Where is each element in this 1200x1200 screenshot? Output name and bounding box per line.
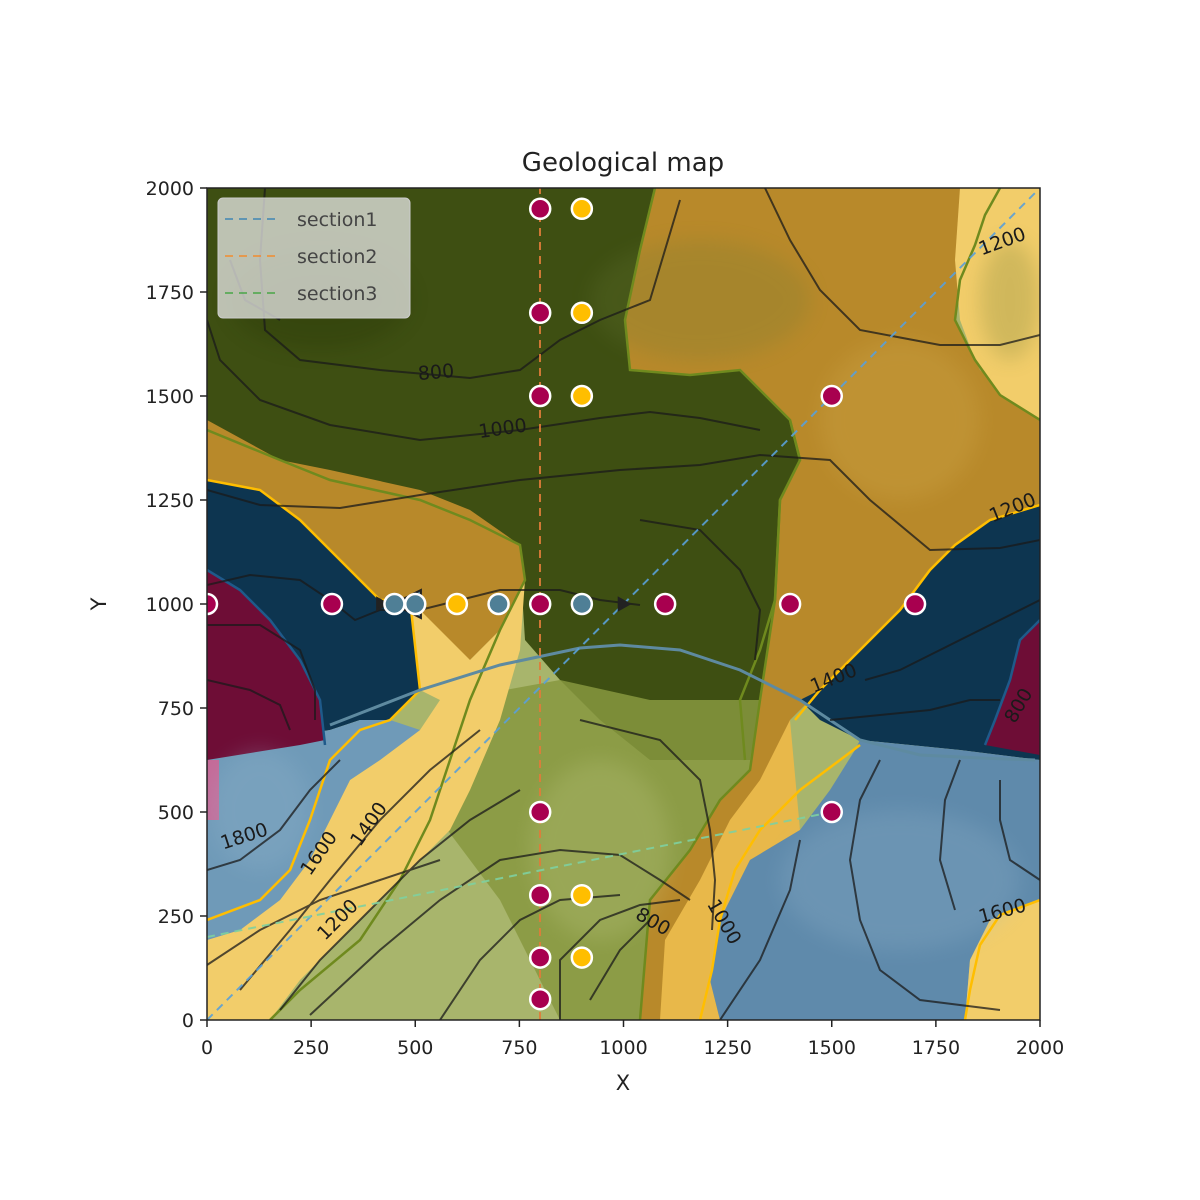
y-tick-label: 1000 — [146, 594, 194, 616]
interface-point — [570, 946, 594, 969]
interface-point — [903, 592, 927, 616]
topography-contours — [207, 188, 1040, 1020]
unit-boundaries — [207, 188, 1040, 1020]
interface-point — [570, 384, 594, 408]
interface-points — [207, 197, 927, 1011]
legend-label-section3: section3 — [297, 283, 378, 305]
x-tick-label: 1250 — [703, 1037, 751, 1059]
x-tick-label: 0 — [201, 1037, 213, 1059]
fault-line — [329, 643, 1036, 762]
unit-gold-bottom-right — [965, 900, 1040, 1020]
contour-line — [829, 699, 1000, 721]
contour-line — [999, 780, 1040, 881]
interface-point — [207, 592, 219, 616]
boundary-gold-right-low — [698, 744, 861, 1020]
unit-magenta-right — [985, 620, 1040, 755]
contour-line — [639, 519, 762, 661]
y-tick-label: 2000 — [146, 178, 194, 200]
interface-point — [570, 301, 594, 325]
x-tick-label: 750 — [501, 1037, 537, 1059]
interface-point — [570, 883, 594, 907]
legend: section1 section2 section3 — [217, 197, 411, 319]
y-tick-label: 1250 — [146, 490, 194, 512]
contour-label: 800 — [417, 360, 455, 385]
interface-point — [570, 197, 594, 221]
unit-magenta-left — [207, 570, 325, 760]
interface-point — [528, 800, 552, 824]
interface-point — [404, 592, 427, 616]
boundary-gold-bottom-right — [963, 898, 1040, 1020]
interface-point — [778, 592, 802, 616]
boundary-gold-right — [794, 503, 1040, 721]
contour-line — [589, 919, 651, 1001]
legend-box — [217, 197, 411, 319]
contour-line — [207, 759, 341, 871]
interface-point — [445, 592, 469, 616]
contour-line — [848, 759, 1001, 1011]
interface-point — [528, 384, 552, 408]
interface-point — [320, 592, 344, 616]
interface-point — [528, 987, 552, 1011]
contour-line — [309, 848, 691, 1016]
y-tick-label: 500 — [158, 802, 194, 824]
y-tick-label: 0 — [182, 1010, 194, 1032]
unit-gold-left — [207, 580, 525, 1020]
contour-line — [559, 899, 681, 1020]
boundary-navy-right — [983, 619, 1040, 746]
contour-line — [764, 188, 1040, 346]
contour-line — [207, 453, 1040, 552]
interface-point — [528, 197, 552, 221]
x-tick-label: 1500 — [808, 1037, 856, 1059]
interface-point — [653, 592, 677, 616]
boundary-gold-left — [207, 478, 422, 922]
contour-line — [207, 319, 761, 442]
y-axis: 0 250 500 750 1000 1250 1500 1750 2000 — [146, 178, 207, 1032]
orientation-marker — [617, 596, 632, 612]
interface-point — [383, 592, 406, 616]
chart-title: Geological map — [522, 148, 724, 178]
legend-label-section2: section2 — [297, 246, 378, 268]
contour-line — [864, 599, 1040, 681]
y-tick-label: 1500 — [146, 386, 194, 408]
boundary-olive-left — [207, 428, 527, 1020]
contour-line — [207, 859, 441, 966]
x-tick-label: 1750 — [912, 1037, 960, 1059]
boundary-olive-right-top — [953, 188, 1040, 422]
contour-line — [579, 719, 717, 931]
contour-line — [207, 679, 291, 731]
y-tick-label: 250 — [158, 906, 194, 928]
y-tick-label: 1750 — [146, 282, 194, 304]
x-tick-label: 250 — [293, 1037, 329, 1059]
x-tick-label: 500 — [397, 1037, 433, 1059]
unit-gold-right-lower — [660, 720, 800, 1020]
contour-line — [279, 789, 521, 1011]
x-tick-label: 1000 — [599, 1037, 647, 1059]
interface-point — [820, 800, 843, 824]
interface-point — [820, 384, 843, 408]
x-tick-label: 2000 — [1016, 1037, 1064, 1059]
contour-line — [207, 624, 316, 720]
contour-line — [719, 839, 801, 1020]
y-tick-label: 750 — [158, 698, 194, 720]
y-axis-label: Y — [87, 597, 111, 611]
unit-navy-right — [800, 505, 1040, 760]
contour-line — [207, 573, 641, 622]
interface-point — [528, 883, 552, 907]
interface-point — [570, 592, 594, 616]
interface-point — [528, 946, 552, 969]
legend-label-section1: section1 — [297, 209, 378, 231]
boundary-olive-right-mid — [738, 419, 802, 761]
interface-point — [528, 301, 552, 325]
unit-ochre-left — [207, 420, 525, 690]
interface-point — [487, 592, 510, 616]
orientation-marker — [376, 596, 390, 612]
interface-point — [528, 592, 552, 616]
contour-line — [239, 729, 481, 991]
contour-line — [938, 759, 961, 911]
x-axis: 0 250 500 750 1000 1250 1500 1750 2000 — [201, 1020, 1064, 1059]
x-axis-label: X — [616, 1071, 630, 1095]
